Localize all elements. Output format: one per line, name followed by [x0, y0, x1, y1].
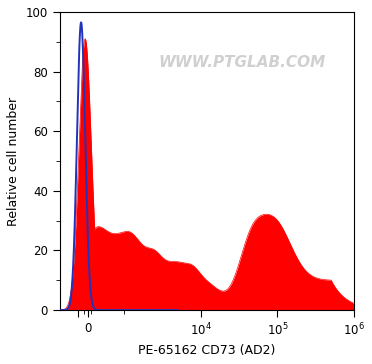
X-axis label: PE-65162 CD73 (AD2): PE-65162 CD73 (AD2)	[138, 344, 276, 357]
Y-axis label: Relative cell number: Relative cell number	[7, 96, 20, 226]
Text: WWW.PTGLAB.COM: WWW.PTGLAB.COM	[158, 55, 326, 70]
